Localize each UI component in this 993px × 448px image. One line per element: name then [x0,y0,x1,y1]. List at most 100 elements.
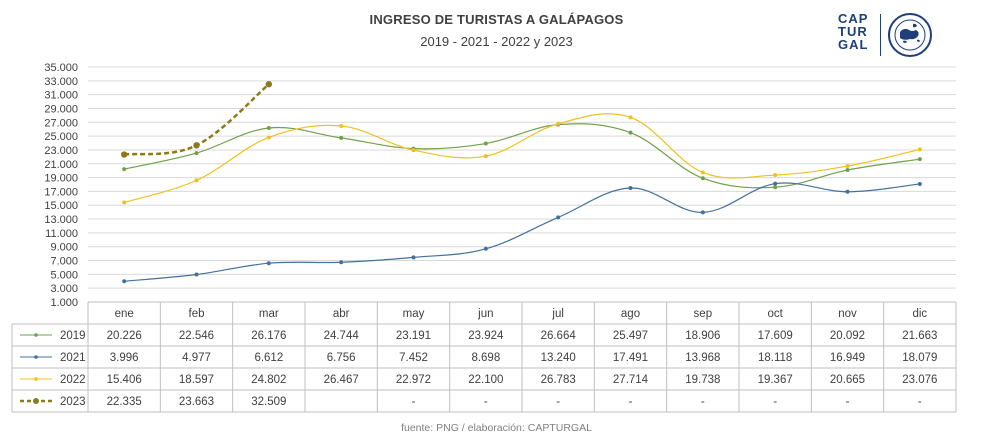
y-tick-label: 19.000 [44,173,78,185]
series-line-2021 [124,182,920,282]
table-cell-value: 20.665 [830,374,865,386]
table-cell-value: 26.467 [324,374,359,386]
table-cell-value: 26.664 [541,330,577,342]
table-cell-value: 23.191 [396,330,431,342]
table-cell-value: 22.546 [179,330,214,342]
data-point-2019 [628,130,633,135]
data-point-2021 [122,279,127,284]
x-tick-label: ago [621,308,640,320]
data-point-2019 [194,151,199,156]
data-point-2021 [556,215,561,220]
data-point-2023 [193,142,200,149]
y-tick-label: 1.000 [50,297,78,309]
x-tick-label: ene [115,308,134,320]
table-cell-value: 22.972 [396,374,431,386]
legend-key-marker [33,398,39,404]
table-cell-value: 20.092 [830,330,865,342]
y-tick-label: 25.000 [44,131,78,143]
legend-key-marker [34,355,38,359]
table-cell-value: 6.756 [327,352,356,364]
table-cell-value: 18.118 [758,352,792,364]
series-line-2022 [123,113,920,204]
table-cell-value: 17.609 [758,330,793,342]
data-point-2022 [556,121,561,126]
x-tick-label: mar [259,308,279,320]
table-cell-value: 4.977 [182,352,211,364]
table-cell-value: 18.906 [685,330,720,342]
table-cell-value: 22.100 [468,374,503,386]
x-tick-label: nov [838,308,857,320]
table-cell-value: 22.335 [107,396,142,408]
legend-key-marker [34,333,38,337]
table-cell-value: - [918,396,922,408]
table-cell-value: 23.924 [468,330,504,342]
data-point-2022 [483,154,488,159]
table-cell-value: 27.714 [613,374,649,386]
data-point-2019 [773,185,778,190]
table-cell-value: - [846,396,850,408]
y-tick-label: 35.000 [44,62,78,74]
data-point-2022 [917,147,922,152]
data-point-2021 [411,255,416,260]
data-point-2021 [773,181,778,186]
table-cell-value: 18.597 [179,374,214,386]
y-tick-label: 5.000 [50,269,78,281]
data-point-2022 [845,164,850,169]
x-tick-label: dic [912,308,927,320]
y-tick-label: 23.000 [44,145,78,157]
logo-line-1: CAP [838,11,869,26]
table-cell-value: - [629,396,633,408]
data-point-2023 [120,151,128,158]
table-cell-value: 32.509 [251,396,286,408]
data-point-2019 [700,176,705,181]
gridlines [88,66,956,303]
data-point-2019 [122,167,127,172]
data-point-2022 [773,173,778,178]
table-cell-value: 20.226 [107,330,142,342]
data-point-2021 [339,260,344,265]
capturgal-logo: CAP TUR GAL [838,12,968,58]
x-tick-label: abr [333,308,350,320]
table-cell-value: - [556,396,560,408]
data-point-2019 [917,157,922,162]
legend-series-name: 2019 [60,330,86,342]
data-point-2022 [700,170,705,175]
data-point-2021 [266,261,271,266]
chart-subtitle: 2019 - 2021 - 2022 y 2023 [420,34,573,49]
table-cell-value: 19.367 [758,374,793,386]
table-cell-value: 24.802 [251,374,286,386]
table-cell-value: 15.406 [107,374,142,386]
data-point-2023 [265,81,273,88]
table-cell-value: 19.738 [685,374,720,386]
data-point-2021 [845,189,850,194]
legend-series-name: 2022 [60,374,86,386]
table-cell-value: 7.452 [399,352,428,364]
table-cell-value: 23.076 [902,374,937,386]
table-cell-value: - [412,396,416,408]
data-point-2022 [266,135,271,140]
legend-series-name: 2021 [60,352,86,364]
x-tick-label: may [403,308,425,320]
logo-wordmark: CAP TUR GAL [838,12,868,51]
table-cell-value: 26.176 [251,330,286,342]
data-point-2022 [339,123,344,128]
logo-line-2: TUR [838,24,868,39]
data-point-2021 [917,181,922,186]
legend-series-name: 2023 [60,396,86,408]
table-cell-value: 24.744 [324,330,360,342]
x-tick-label: jul [551,308,564,320]
x-tick-label: oct [767,308,783,320]
table-cell-value: 25.497 [613,330,648,342]
data-point-2019 [845,168,850,173]
y-tick-label: 21.000 [44,159,78,171]
source-footnote: fuente: PNG / elaboración: CAPTURGAL [401,422,592,434]
chart-title: INGRESO DE TURISTAS A GALÁPAGOS [369,12,624,27]
y-tick-label: 33.000 [44,76,78,88]
data-point-2021 [483,246,488,251]
x-tick-label: jun [477,308,493,320]
data-table: ene feb mar abr may jun jul ago sep oct nov dic 2019… [11,301,957,413]
y-tick-label: 11.000 [45,228,78,240]
data-point-2022 [194,178,199,183]
y-tick-label: 7.000 [50,256,78,268]
